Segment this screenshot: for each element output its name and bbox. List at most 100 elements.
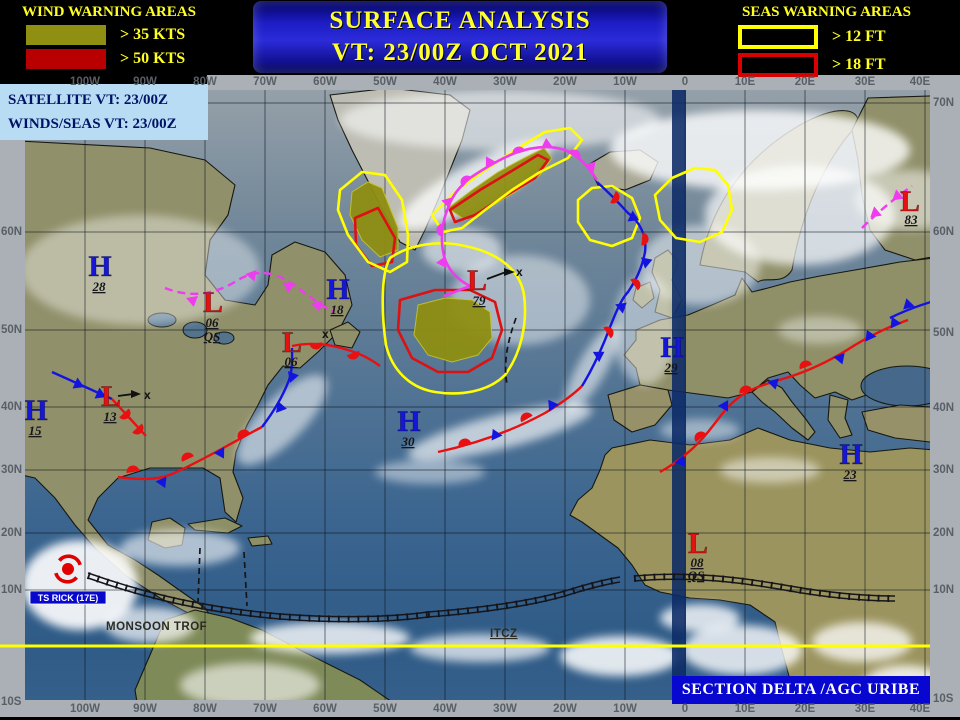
axis-label: 80W — [193, 76, 217, 88]
high-center: H — [326, 273, 349, 306]
axis-label: 90W — [133, 76, 157, 88]
svg-text:15: 15 — [29, 423, 43, 438]
axis-label: 70N — [933, 97, 955, 109]
axis-label: 10W — [613, 76, 637, 88]
movement-x: x — [516, 265, 523, 279]
itcz-label: ITCZ — [490, 628, 518, 640]
seas-12ft-outline — [336, 170, 410, 274]
high-center: H — [397, 405, 420, 438]
section-credit-box: SECTION DELTA /AGC URIBE — [672, 676, 930, 704]
seas-legend-item: > 12 FT — [738, 25, 960, 49]
axis-label: 30N — [1, 464, 23, 476]
svg-text:29: 29 — [664, 360, 679, 375]
axis-label: 50N — [933, 327, 955, 339]
axis-label: 100W — [69, 703, 101, 715]
coastline-iberia — [607, 384, 673, 433]
frontal-chain — [437, 385, 583, 454]
axis-label: 20N — [1, 527, 23, 539]
svg-text:QS: QS — [688, 568, 705, 583]
wind-legend-item: > 35 KTS — [26, 25, 250, 45]
frontal-chain — [580, 181, 647, 387]
axis-label: 10N — [1, 584, 23, 596]
axis-label: 70W — [253, 703, 277, 715]
axis-label: 10E — [734, 703, 756, 715]
axis-label: 80W — [193, 703, 217, 715]
seas-12ft-outline — [381, 242, 527, 395]
axis-label: 20E — [794, 703, 816, 715]
satellite-vt: SATELLITE VT: 23/00Z — [8, 92, 169, 108]
seas-12ft-outline — [653, 166, 734, 244]
axis-label: 20N — [933, 527, 955, 539]
coastline-hispaniola — [247, 535, 273, 547]
axis-label: 40E — [909, 76, 931, 88]
axis-label: 10N — [933, 584, 955, 596]
axis-label: 90W — [133, 703, 157, 715]
stationary-front — [117, 425, 263, 481]
axis-label: 20E — [794, 76, 816, 88]
warm-front — [291, 342, 381, 367]
coastline-balkans-greece — [827, 394, 853, 439]
low-center: L — [467, 264, 487, 297]
wind-legend-item: > 50 KTS — [26, 49, 250, 69]
wind-35kt-swatch — [26, 25, 106, 45]
satellite-seam — [672, 90, 686, 700]
title-line2: VT: 23/00Z OCT 2021 — [331, 39, 589, 66]
seas-legend-title: SEAS WARNING AREAS — [742, 4, 911, 20]
low-center: L — [101, 380, 121, 413]
svg-text:79: 79 — [473, 293, 487, 308]
axis-label: 50N — [1, 324, 23, 336]
svg-text:08: 08 — [691, 555, 705, 570]
cold-front — [261, 347, 294, 428]
wind-legend-title: WIND WARNING AREAS — [22, 4, 196, 20]
axis-label: 30W — [493, 703, 517, 715]
coastline-cuba — [187, 517, 243, 534]
pressure-centers: H 28 L 06 QS H 18 L 06 L 79 H 30 H 15 L … — [24, 185, 920, 583]
axis-label: 10S — [933, 693, 954, 705]
storm-label-box — [29, 590, 107, 605]
dissipating-front — [164, 271, 335, 314]
axis-label: 30E — [854, 703, 876, 715]
svg-text:QS: QS — [204, 329, 221, 344]
svg-text:13: 13 — [104, 409, 118, 424]
axis-label: 100W — [69, 76, 101, 88]
axis-label: 60N — [933, 226, 955, 238]
axis-label: 30E — [854, 76, 876, 88]
map-rails — [0, 75, 960, 720]
axis-label: 20W — [553, 703, 577, 715]
title-line1: SURFACE ANALYSIS — [329, 7, 591, 34]
high-center: H — [839, 438, 862, 471]
seas-18ft-swatch — [738, 53, 818, 77]
coastline-italy — [751, 379, 816, 441]
header-spacer — [0, 75, 207, 85]
axis-label: 40N — [1, 401, 23, 413]
validity-info-box: SATELLITE VT: 23/00Z WINDS/SEAS VT: 23/0… — [0, 84, 208, 140]
tropical-storm-icon — [54, 554, 82, 584]
axis-label: 20W — [553, 76, 577, 88]
great-lake — [213, 331, 235, 345]
title-banner: SURFACE ANALYSIS VT: 23/00Z OCT 2021 — [253, 1, 667, 73]
svg-text:06: 06 — [285, 354, 299, 369]
axis-label: 10S — [1, 696, 22, 708]
axis-label: 60W — [313, 76, 337, 88]
svg-text:06: 06 — [206, 315, 220, 330]
axis-label: 60N — [1, 226, 23, 238]
high-center: H — [24, 394, 47, 427]
trough-lines — [197, 317, 517, 607]
storm-label: TS RICK (17E) — [38, 593, 99, 603]
seas-legend-item: > 18 FT — [738, 53, 960, 77]
axis-label: 30W — [493, 76, 517, 88]
svg-text:23: 23 — [843, 467, 858, 482]
axis-label: 30N — [933, 464, 955, 476]
movement-x: x — [322, 327, 329, 341]
axis-label: 50W — [373, 76, 397, 88]
svg-text:30: 30 — [401, 434, 416, 449]
svg-text:28: 28 — [92, 279, 107, 294]
seas-12ft-swatch — [738, 25, 818, 49]
axis-label: 40W — [433, 76, 457, 88]
axis-label: 40N — [933, 402, 955, 414]
high-center: H — [88, 250, 111, 283]
axis-label: 0 — [681, 703, 689, 715]
svg-text:83: 83 — [905, 212, 919, 227]
